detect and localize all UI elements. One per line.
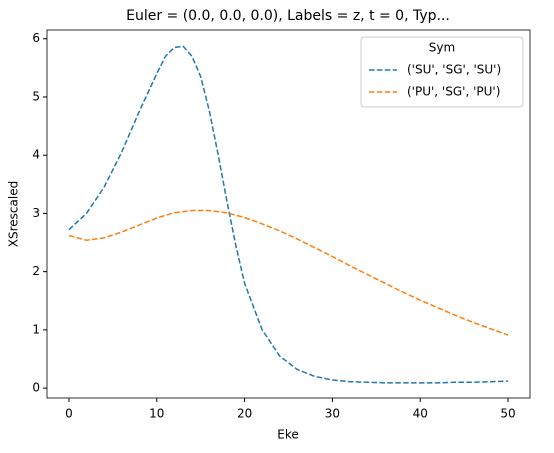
x-tick-label: 20	[237, 407, 252, 421]
x-tick-label: 10	[149, 407, 164, 421]
x-axis-label: Eke	[277, 428, 299, 442]
y-tick-label: 5	[32, 89, 40, 103]
x-tick-label: 30	[325, 407, 340, 421]
legend-box	[360, 36, 524, 108]
legend-title: Sym	[429, 41, 455, 55]
x-tick-label: 0	[65, 407, 73, 421]
x-tick-label: 40	[413, 407, 428, 421]
y-tick-label: 4	[32, 148, 40, 162]
y-axis-label: XSrescaled	[7, 181, 21, 247]
y-tick-label: 3	[32, 206, 40, 220]
data-line	[68, 45, 509, 384]
y-tick-label: 6	[32, 31, 40, 45]
y-tick-label: 1	[32, 322, 40, 336]
y-tick-label: 2	[32, 264, 40, 278]
chart-title: Euler = (0.0, 0.0, 0.0), Labels = z, t =…	[126, 8, 450, 24]
x-tick-label: 50	[500, 407, 515, 421]
legend-label: ('SU', 'SG', 'SU')	[407, 63, 501, 77]
plot-frame	[46, 29, 531, 399]
y-tick-label: 0	[32, 381, 40, 395]
data-line	[68, 209, 509, 336]
legend-label: ('PU', 'SG', 'PU')	[407, 85, 500, 99]
